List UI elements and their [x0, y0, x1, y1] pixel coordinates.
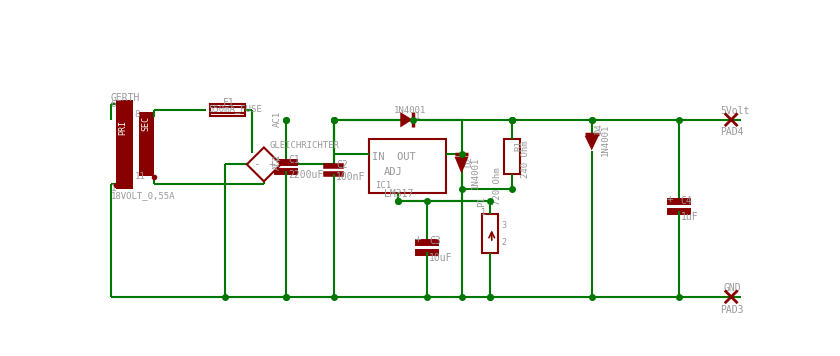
Bar — [139, 112, 154, 176]
Text: 1N4001: 1N4001 — [470, 157, 480, 189]
Text: LM317: LM317 — [384, 189, 413, 199]
Polygon shape — [247, 147, 281, 181]
Text: 6: 6 — [110, 100, 116, 109]
Text: ADJ: ADJ — [384, 167, 402, 177]
Text: 2: 2 — [501, 237, 506, 247]
Bar — [504, 139, 520, 174]
Text: +: + — [273, 155, 280, 165]
Text: 1uF: 1uF — [681, 212, 698, 222]
Text: C2: C2 — [336, 160, 348, 170]
Polygon shape — [454, 157, 469, 174]
Text: GLEICHRICHTER: GLEICHRICHTER — [270, 141, 339, 150]
Polygon shape — [585, 136, 599, 151]
Text: 10uF: 10uF — [429, 252, 453, 262]
Text: C4: C4 — [681, 196, 692, 206]
Text: IN  OUT: IN OUT — [372, 152, 416, 162]
Polygon shape — [401, 112, 412, 127]
Text: -: - — [253, 159, 260, 169]
Text: +: + — [414, 234, 421, 244]
Text: +: + — [666, 194, 673, 204]
Text: 3: 3 — [501, 221, 506, 230]
Text: R1: R1 — [514, 141, 523, 151]
Text: PAD4: PAD4 — [721, 127, 744, 137]
Text: 1: 1 — [110, 184, 116, 193]
Text: 1: 1 — [480, 208, 486, 218]
Text: 100nF: 100nF — [336, 172, 365, 182]
Text: 1N4001: 1N4001 — [601, 124, 610, 156]
Text: F1: F1 — [223, 98, 234, 108]
Text: 2200uF: 2200uF — [288, 170, 323, 180]
Bar — [369, 139, 446, 193]
Text: 11: 11 — [134, 172, 145, 181]
Text: D2: D2 — [465, 157, 474, 167]
Bar — [210, 104, 244, 116]
Bar — [482, 214, 498, 253]
Text: AC2: AC2 — [272, 154, 281, 170]
Text: 1N4001: 1N4001 — [394, 106, 427, 115]
Text: C1: C1 — [288, 155, 300, 165]
Text: 1: 1 — [415, 112, 420, 121]
Text: IC1: IC1 — [375, 181, 391, 190]
Text: GERTH: GERTH — [110, 93, 139, 103]
Text: 18VOLT_0,55A: 18VOLT_0,55A — [110, 191, 175, 200]
Text: 720 Ohm: 720 Ohm — [493, 168, 502, 205]
Text: 5Volt: 5Volt — [721, 106, 750, 116]
Bar — [116, 100, 133, 189]
Text: +: + — [269, 159, 276, 169]
Text: AC1: AC1 — [272, 111, 281, 127]
Text: GND: GND — [723, 283, 741, 293]
Text: C3: C3 — [429, 236, 441, 246]
Text: D4: D4 — [595, 124, 604, 134]
Text: PRI: PRI — [118, 120, 127, 135]
Text: SEC: SEC — [141, 116, 150, 131]
Text: PAD3: PAD3 — [721, 304, 744, 314]
Text: 8: 8 — [134, 110, 139, 120]
Text: P1: P1 — [477, 196, 486, 207]
Text: 550mA_FUSE: 550mA_FUSE — [208, 104, 262, 113]
Text: 240 Ohm: 240 Ohm — [521, 141, 530, 178]
